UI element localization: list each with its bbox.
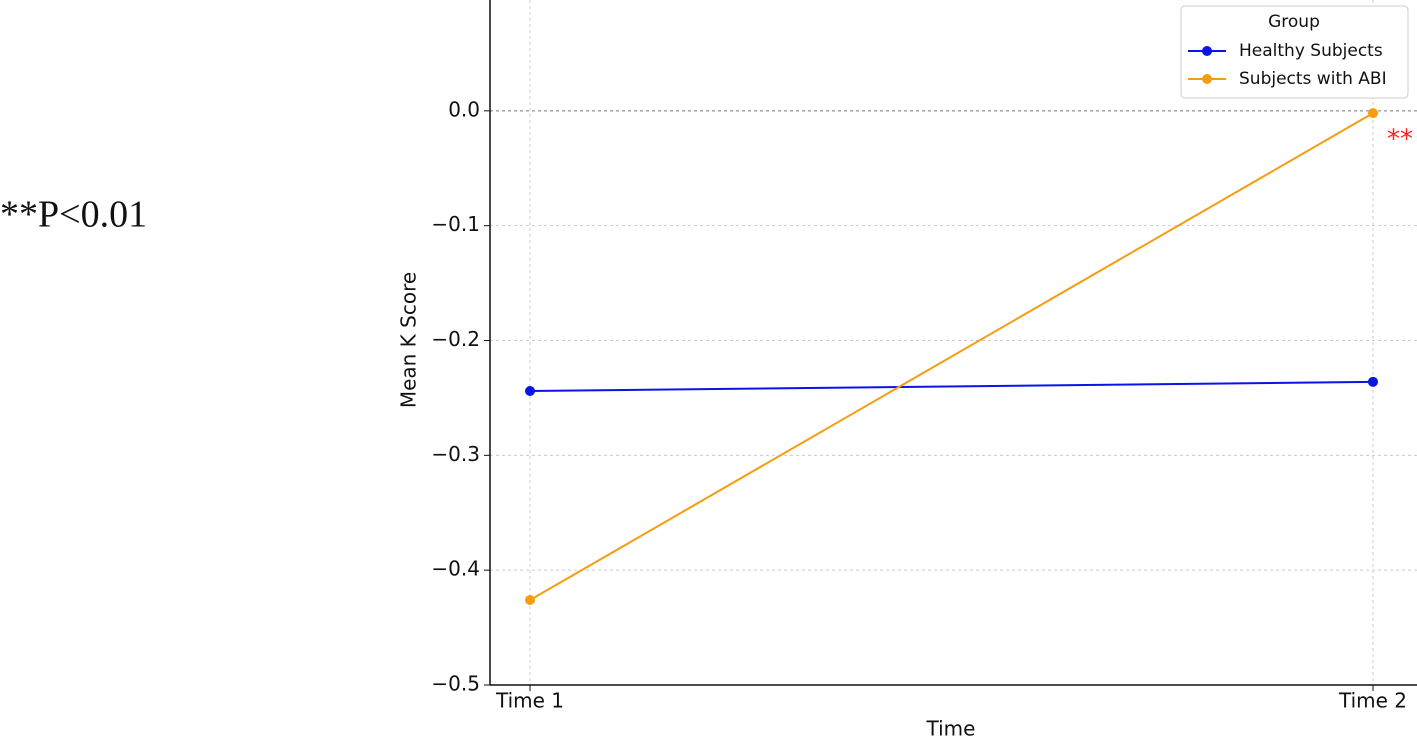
series-line (529, 112, 1374, 601)
point (1368, 376, 1378, 387)
y-tick-label: −0.4 (431, 557, 480, 581)
legend-title: Group (1268, 12, 1320, 32)
point (1368, 108, 1378, 119)
x-tick-label: Time 1 (495, 689, 564, 713)
y-tick-label: −0.2 (431, 327, 480, 351)
legend-marker (1202, 74, 1212, 84)
legend-marker (1202, 46, 1212, 56)
y-axis-label: Mean K Score (397, 272, 421, 408)
series-line (529, 380, 1374, 393)
y-tick-label: 0.0 (448, 97, 480, 121)
legend-box (1180, 5, 1409, 99)
note: **P<0.01 (0, 194, 147, 236)
y-tick-label: −0.1 (431, 212, 480, 236)
legend-label: Healthy Subjects (1239, 41, 1383, 61)
legend-label: Subjects with ABI (1239, 69, 1387, 89)
point (525, 595, 535, 606)
y-tick-label: −0.5 (431, 672, 480, 696)
y-tick-label: −0.3 (431, 442, 480, 466)
x-tick-label: Time 2 (1338, 689, 1407, 713)
x-axis-label: Time (926, 717, 976, 741)
annotation: ** (1387, 125, 1413, 155)
point (525, 386, 535, 397)
